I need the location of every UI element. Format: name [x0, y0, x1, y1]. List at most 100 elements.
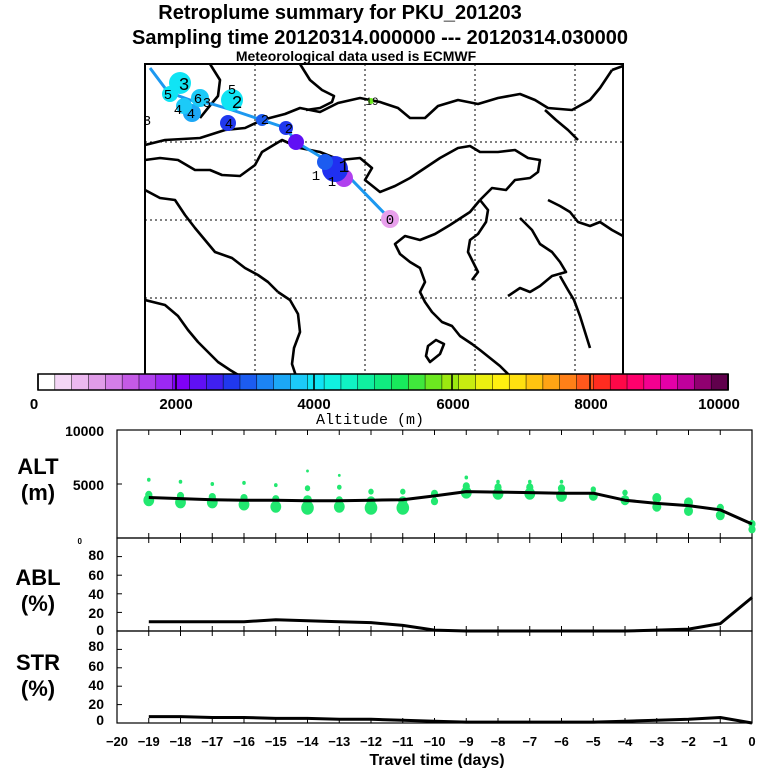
abl-ytick: 60	[88, 567, 104, 583]
x-tick-label: −20	[106, 734, 128, 749]
str-series-line	[148, 715, 753, 725]
x-axis-label: Travel time (days)	[369, 752, 504, 768]
str-panel-unit: (%)	[21, 676, 55, 701]
colorbar-cell	[88, 373, 107, 391]
alt-ytick: 5000	[73, 477, 104, 493]
x-tick-label: −2	[681, 734, 696, 749]
colorbar-cell	[441, 373, 460, 391]
abl-ytick: 0	[96, 622, 104, 638]
x-tick-label: 0	[748, 734, 755, 749]
alt-panel	[116, 429, 756, 539]
alt-scatter-point	[652, 493, 662, 503]
x-tick-label: −3	[649, 734, 664, 749]
day-label: 5	[228, 83, 236, 99]
day-label: 2	[232, 94, 243, 114]
alt-scatter-point	[301, 500, 314, 515]
x-tick-label: −4	[618, 734, 634, 749]
alt-scatter-point	[304, 485, 311, 492]
colorbar-cell	[391, 373, 410, 391]
abl-panel-title: ABL	[15, 565, 60, 590]
abl-panel	[116, 537, 753, 633]
colorbar-cell	[677, 373, 696, 391]
str-ytick: 40	[88, 677, 104, 693]
alt-scatter-point	[306, 469, 309, 473]
colorbar-cell	[121, 373, 140, 391]
str-ytick: 80	[88, 638, 104, 654]
alt-scatter-point	[684, 506, 693, 516]
alt-series-line	[148, 490, 753, 526]
colorbar-cell	[710, 373, 729, 391]
plume-cluster	[221, 89, 243, 111]
colorbar-cell	[660, 373, 679, 391]
colorbar-cell	[340, 373, 359, 391]
abl-series-line	[148, 596, 753, 633]
day-label: 4	[225, 117, 233, 133]
colorbar-tick: 0	[30, 396, 38, 413]
alt-scatter-point	[368, 488, 374, 495]
altitude-colorbar: 0 2000 4000 6000 8000 10000 Altitude (m)	[30, 373, 740, 429]
alt-scatter-point	[528, 479, 532, 484]
day-label: 1	[328, 175, 336, 191]
colorbar-cell	[576, 373, 595, 391]
colorbar-cell	[155, 373, 174, 391]
x-tick-label: −10	[423, 734, 445, 749]
colorbar-cell	[475, 373, 494, 391]
abl-frame	[116, 537, 753, 632]
alt-scatter-point	[464, 475, 469, 480]
x-tick-label: −5	[586, 734, 601, 749]
x-tick-label: −6	[554, 734, 569, 749]
alt-scatter-point	[622, 489, 628, 496]
day-label: 5	[164, 88, 172, 104]
alt-scatter-point	[270, 500, 282, 513]
plume-cluster	[169, 72, 191, 94]
day-label: 0	[386, 213, 394, 229]
alt-ytick: 10000	[65, 423, 104, 439]
alt-panel-title: ALT	[17, 454, 59, 479]
str-ytick: 0	[96, 712, 104, 728]
map-borders	[145, 64, 623, 376]
colorbar-title: Altitude (m)	[316, 412, 424, 429]
colorbar-cell	[71, 373, 90, 391]
alt-scatter-point	[333, 500, 345, 513]
colorbar-cell	[609, 373, 628, 391]
colorbar-cell	[508, 373, 527, 391]
alt-ytick: 0	[78, 537, 83, 546]
str-frame	[116, 630, 753, 724]
alt-scatter-point	[430, 497, 439, 506]
colorbar-tick: 8000	[574, 396, 607, 413]
x-tick-label: −8	[491, 734, 506, 749]
x-tick-label: −13	[328, 734, 350, 749]
x-tick-label: −15	[265, 734, 287, 749]
alt-scatter-point	[496, 479, 500, 484]
day-label: 2	[285, 122, 293, 138]
colorbar-cell	[273, 373, 292, 391]
colorbar-cell	[626, 373, 645, 391]
alt-scatter-point	[337, 484, 342, 490]
str-ytick: 60	[88, 658, 104, 674]
abl-ytick: 80	[88, 547, 104, 563]
colorbar-cell	[694, 373, 713, 391]
x-tick-label: −9	[459, 734, 474, 749]
x-tick-label: −12	[360, 734, 382, 749]
day-label: 2	[261, 113, 269, 129]
colorbar-cell	[54, 373, 73, 391]
plume-cluster	[176, 98, 192, 114]
colorbar-cell	[593, 373, 612, 391]
plume-cluster	[279, 121, 293, 135]
day-label: 1	[339, 158, 350, 178]
colorbar-cell	[542, 373, 561, 391]
colorbar-tick: 4000	[297, 396, 330, 413]
str-panel	[116, 630, 753, 725]
plume-cluster	[220, 115, 236, 131]
colorbar-cell	[492, 373, 511, 391]
x-tick-labels: −20 −19 −18 −17 −16 −15 −14 −13 −12 −11 −10 −9 −8 −7−…	[106, 734, 756, 749]
day-label: 4	[187, 107, 195, 123]
plume-cluster	[317, 154, 333, 170]
day-label: 19	[365, 97, 378, 109]
colorbar-tick: 10000	[698, 396, 740, 413]
day-label: 3	[203, 96, 211, 112]
day-label: 3	[179, 76, 190, 96]
colorbar-cell	[172, 373, 191, 391]
colorbar-cell	[559, 373, 578, 391]
colorbar-cell	[138, 373, 157, 391]
